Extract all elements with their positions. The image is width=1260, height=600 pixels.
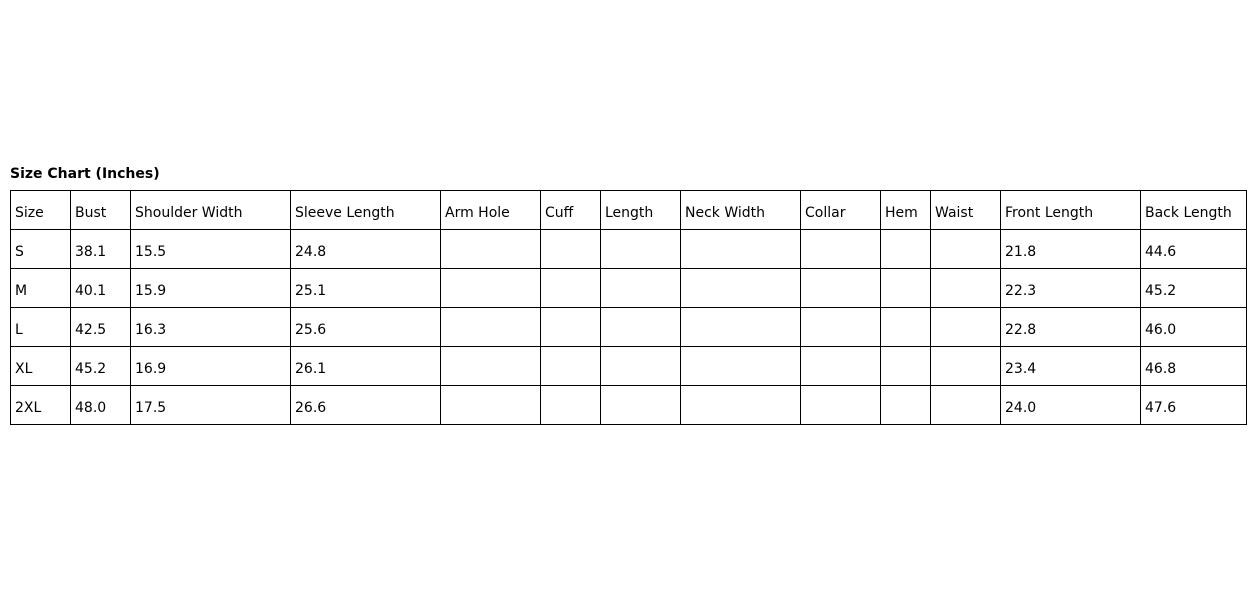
cell-bust: 40.1: [70, 268, 131, 308]
size-chart-title: Size Chart (Inches): [10, 166, 160, 182]
header-neck-width: Neck Width: [680, 190, 801, 230]
cell-sleeve-length: 26.6: [290, 385, 441, 425]
cell-waist: [930, 268, 1001, 308]
cell-waist: [930, 229, 1001, 269]
cell-neck-width: [680, 229, 801, 269]
cell-length: [600, 229, 681, 269]
cell-hem: [880, 268, 931, 308]
cell-size: M: [10, 268, 71, 308]
cell-front-length: 22.8: [1000, 307, 1141, 347]
cell-front-length: 24.0: [1000, 385, 1141, 425]
header-arm-hole: Arm Hole: [440, 190, 541, 230]
cell-arm-hole: [440, 307, 541, 347]
header-waist: Waist: [930, 190, 1001, 230]
cell-cuff: [540, 229, 601, 269]
header-hem: Hem: [880, 190, 931, 230]
header-length: Length: [600, 190, 681, 230]
cell-size: XL: [10, 346, 71, 386]
cell-cuff: [540, 346, 601, 386]
cell-collar: [800, 229, 881, 269]
cell-arm-hole: [440, 229, 541, 269]
cell-sleeve-length: 26.1: [290, 346, 441, 386]
cell-arm-hole: [440, 385, 541, 425]
cell-collar: [800, 307, 881, 347]
cell-bust: 42.5: [70, 307, 131, 347]
cell-size: S: [10, 229, 71, 269]
cell-collar: [800, 385, 881, 425]
cell-length: [600, 307, 681, 347]
cell-waist: [930, 385, 1001, 425]
cell-neck-width: [680, 307, 801, 347]
cell-shoulder-width: 16.9: [130, 346, 291, 386]
header-sleeve-length: Sleeve Length: [290, 190, 441, 230]
cell-back-length: 47.6: [1140, 385, 1247, 425]
header-size: Size: [10, 190, 71, 230]
cell-size: 2XL: [10, 385, 71, 425]
table-row: 2XL 48.0 17.5 26.6 24.0 47.6: [10, 385, 1247, 425]
cell-collar: [800, 346, 881, 386]
cell-front-length: 23.4: [1000, 346, 1141, 386]
cell-sleeve-length: 25.1: [290, 268, 441, 308]
cell-waist: [930, 346, 1001, 386]
header-cuff: Cuff: [540, 190, 601, 230]
cell-sleeve-length: 24.8: [290, 229, 441, 269]
cell-arm-hole: [440, 268, 541, 308]
cell-neck-width: [680, 346, 801, 386]
cell-cuff: [540, 268, 601, 308]
header-row: Size Bust Shoulder Width Sleeve Length Arm H…: [10, 190, 1247, 230]
cell-hem: [880, 229, 931, 269]
size-chart-table: Size Bust Shoulder Width Sleeve Length Arm H…: [10, 190, 1247, 425]
cell-shoulder-width: 15.5: [130, 229, 291, 269]
cell-bust: 48.0: [70, 385, 131, 425]
cell-hem: [880, 307, 931, 347]
cell-back-length: 45.2: [1140, 268, 1247, 308]
header-back-length: Back Length: [1140, 190, 1247, 230]
cell-length: [600, 268, 681, 308]
cell-front-length: 21.8: [1000, 229, 1141, 269]
cell-neck-width: [680, 268, 801, 308]
cell-arm-hole: [440, 346, 541, 386]
cell-collar: [800, 268, 881, 308]
cell-back-length: 46.0: [1140, 307, 1247, 347]
header-shoulder-width: Shoulder Width: [130, 190, 291, 230]
cell-back-length: 44.6: [1140, 229, 1247, 269]
cell-back-length: 46.8: [1140, 346, 1247, 386]
cell-bust: 45.2: [70, 346, 131, 386]
cell-bust: 38.1: [70, 229, 131, 269]
cell-cuff: [540, 385, 601, 425]
table-row: M 40.1 15.9 25.1 22.3 45.2: [10, 268, 1247, 308]
header-front-length: Front Length: [1000, 190, 1141, 230]
table-row: L 42.5 16.3 25.6 22.8 46.0: [10, 307, 1247, 347]
cell-shoulder-width: 17.5: [130, 385, 291, 425]
header-bust: Bust: [70, 190, 131, 230]
cell-hem: [880, 385, 931, 425]
cell-waist: [930, 307, 1001, 347]
cell-neck-width: [680, 385, 801, 425]
header-collar: Collar: [800, 190, 881, 230]
cell-cuff: [540, 307, 601, 347]
cell-length: [600, 385, 681, 425]
cell-hem: [880, 346, 931, 386]
cell-sleeve-length: 25.6: [290, 307, 441, 347]
cell-front-length: 22.3: [1000, 268, 1141, 308]
table-row: S 38.1 15.5 24.8 21.8 44.6: [10, 229, 1247, 269]
cell-length: [600, 346, 681, 386]
cell-shoulder-width: 15.9: [130, 268, 291, 308]
cell-shoulder-width: 16.3: [130, 307, 291, 347]
cell-size: L: [10, 307, 71, 347]
table-row: XL 45.2 16.9 26.1 23.4 46.8: [10, 346, 1247, 386]
